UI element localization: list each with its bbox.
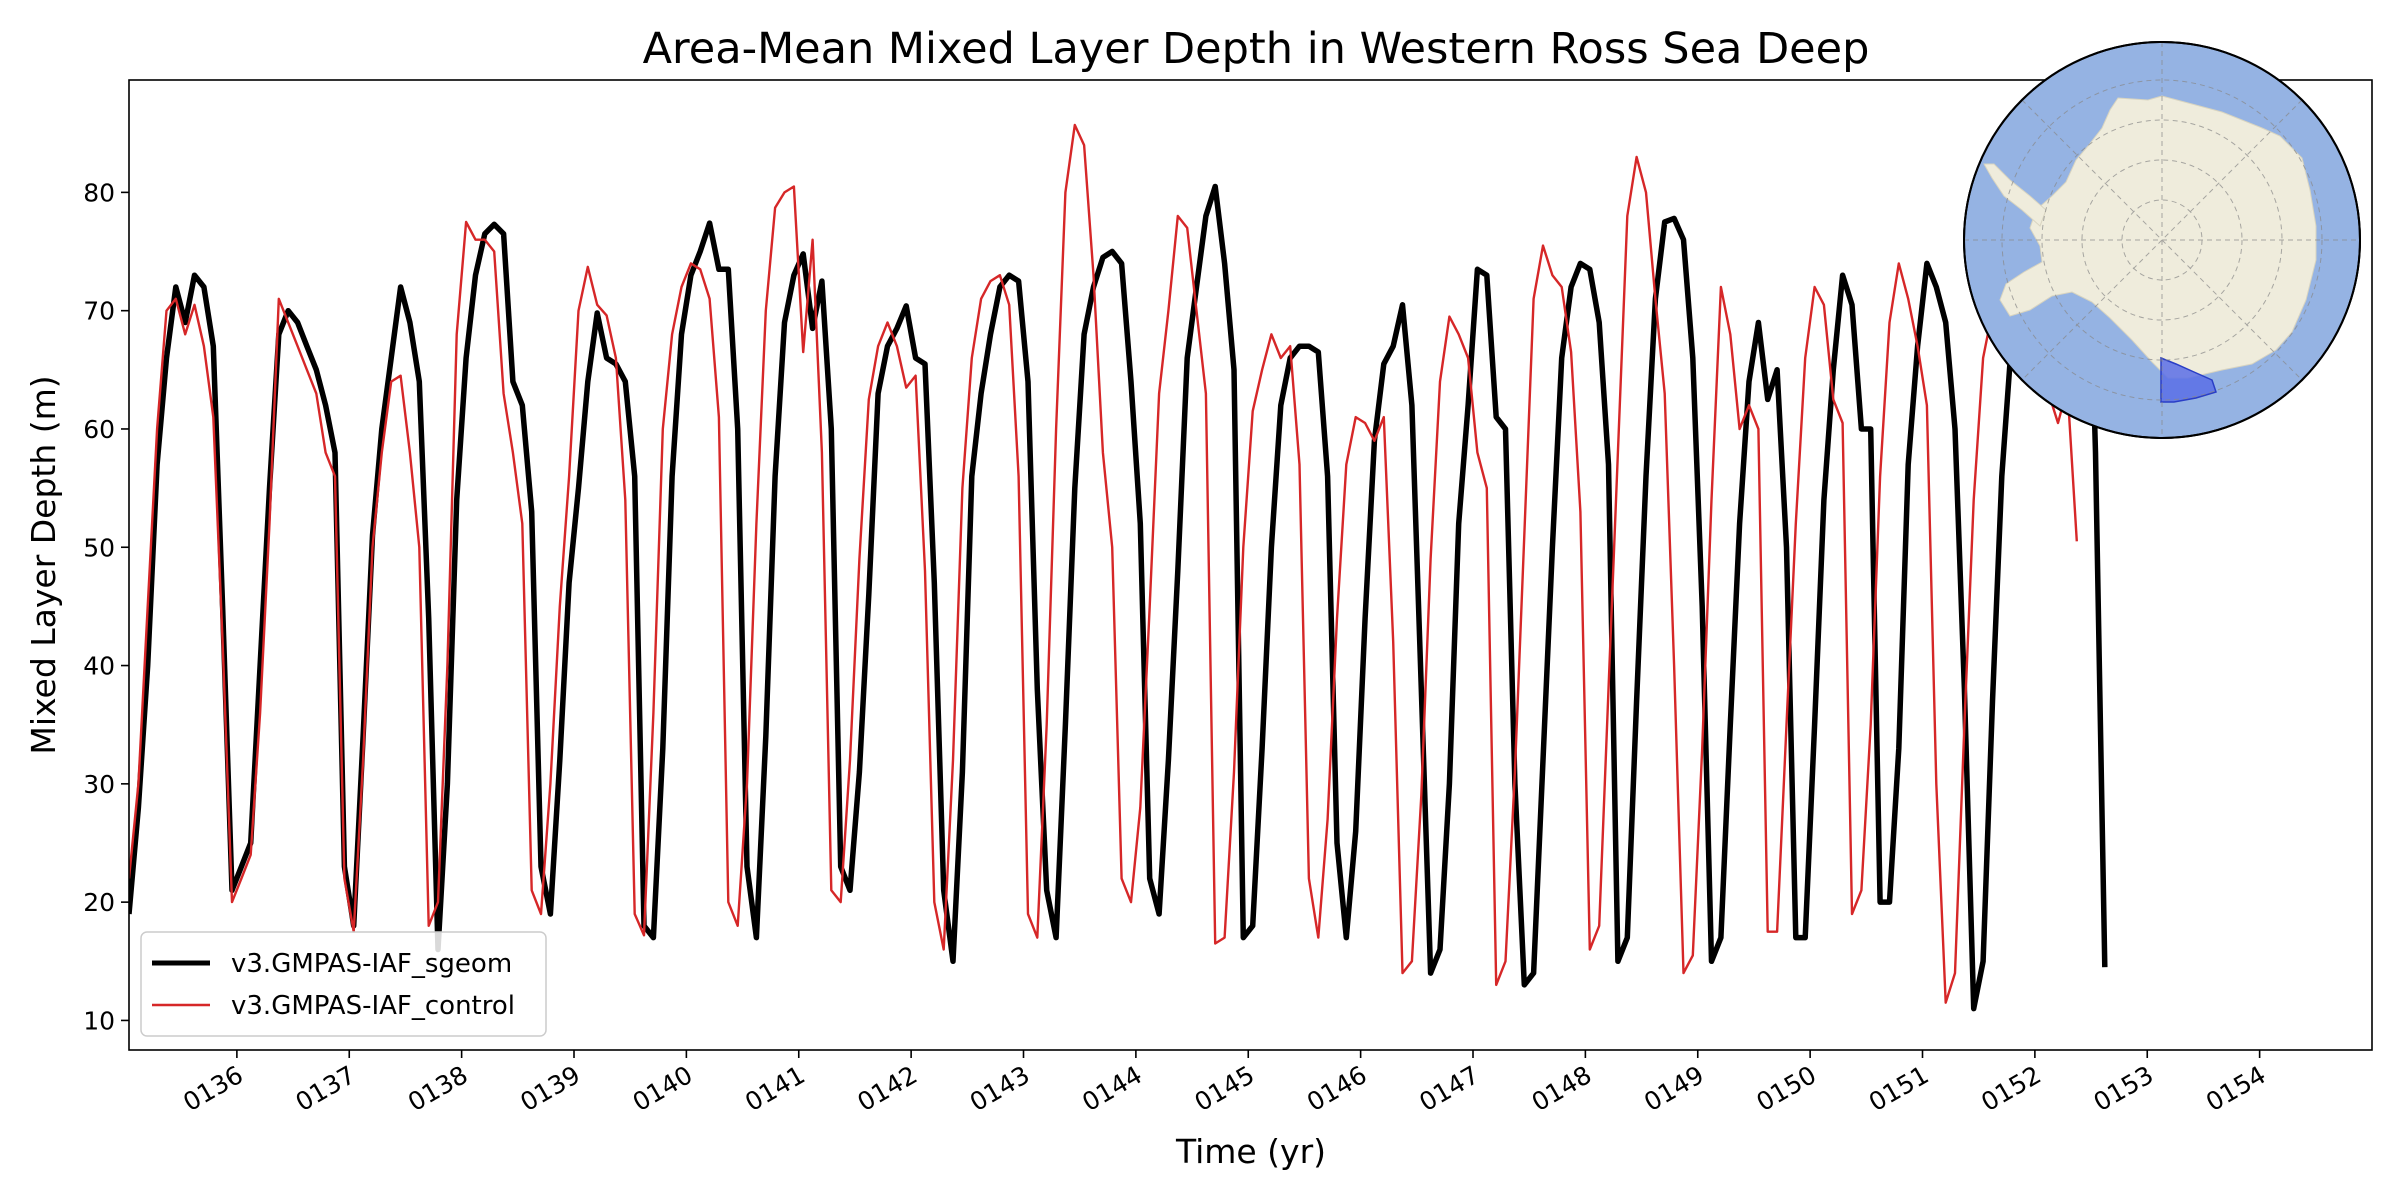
inset-map: [1963, 41, 2361, 439]
y-tick-label: 70: [83, 297, 115, 326]
x-axis-label: Time (yr): [1175, 1132, 1326, 1171]
y-tick-label: 20: [83, 888, 115, 917]
legend: v3.GMPAS-IAF_sgeom v3.GMPAS-IAF_control: [140, 931, 547, 1037]
y-tick-label: 80: [83, 178, 115, 207]
legend-label-sgeom: v3.GMPAS-IAF_sgeom: [231, 949, 512, 979]
y-tick-label: 40: [83, 652, 115, 681]
inset-map-antarctica: [1999, 95, 2317, 379]
chart-title: Area-Mean Mixed Layer Depth in Western R…: [643, 24, 1870, 74]
inset-map-antarctic-peninsula: [1983, 163, 2047, 227]
plot-series-area: [129, 123, 2108, 1012]
y-tick-label: 30: [83, 770, 115, 799]
y-tick-label: 60: [83, 415, 115, 444]
y-axis-label: Mixed Layer Depth (m): [24, 375, 63, 754]
series-line-control: [129, 123, 2078, 1004]
inset-map-border: [1963, 41, 2361, 439]
inset-map-graticule: [1964, 42, 2360, 438]
legend-label-control: v3.GMPAS-IAF_control: [231, 991, 515, 1021]
y-tick-label: 10: [83, 1006, 115, 1035]
y-tick-label: 50: [83, 533, 115, 562]
y-axis: 10 20 30 40 50 60 70 80: [83, 178, 129, 1035]
inset-map-western-ross-sea-region: [2160, 356, 2217, 403]
series-line-sgeom: [129, 124, 2108, 1012]
plot-frame: [128, 79, 2373, 1051]
legend-box: [140, 931, 547, 1037]
